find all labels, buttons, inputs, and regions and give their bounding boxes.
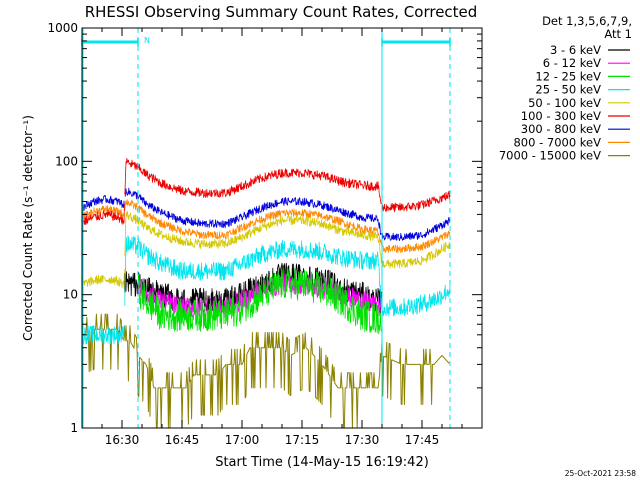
legend-entry-label: 3 - 6 keV [550,43,601,57]
series-line-50-100-kev [82,210,451,289]
legend-entry-label: 12 - 25 keV [535,69,601,83]
chart-title: RHESSI Observing Summary Count Rates, Co… [85,3,478,21]
x-tick-label: 16:45 [165,433,200,447]
series-line-12-25-kev [137,267,382,335]
legend-entry-label: 100 - 300 keV [521,109,601,123]
axis-layer: 16:30 16:45 17:00 17:15 17:30 17:45 1 10 100 1000 [47,21,483,447]
legend-header-line-2: Att 1 [604,27,632,41]
legend-entry-label: 300 - 800 keV [521,122,601,136]
legend-entry-label: 6 - 12 keV [543,56,601,70]
generation-timestamp: 25-Oct-2021 23:58 [565,469,636,478]
series-line-7000-15000-kev [82,313,450,428]
x-tick-label: 17:30 [345,433,380,447]
legend-header-line-1: Det 1,3,5,6,7,9, [542,14,632,28]
x-tick-label: 16:30 [105,433,140,447]
series-group [82,158,451,428]
x-tick-label: 17:45 [405,433,440,447]
y-tick-label: 10 [63,288,78,302]
series-line-300-800-kev [82,187,451,241]
y-tick-label: 1000 [47,21,78,35]
y-tick-label: 1 [70,421,78,435]
series-line-100-300-kev [82,158,451,225]
series-line-800-7000-kev [82,199,451,254]
legend-entry-label: 50 - 100 keV [528,96,601,110]
night-marker-label: N [144,36,150,45]
legend-entry-label: 25 - 50 keV [535,83,601,97]
plot-layer: N [81,28,451,428]
y-tick-label: 100 [55,154,78,168]
series-line-25-50-kev [82,235,451,345]
legend-entry-label: 7000 - 15000 keV [499,149,601,163]
x-tick-label: 17:00 [225,433,260,447]
x-axis-label: Start Time (14-May-15 16:19:42) [215,455,429,470]
legend-entry-label: 800 - 7000 keV [513,135,601,149]
x-tick-label: 17:15 [285,433,320,447]
y-axis-label: Corrected Count Rate (s⁻¹ detector⁻¹) [21,115,35,341]
